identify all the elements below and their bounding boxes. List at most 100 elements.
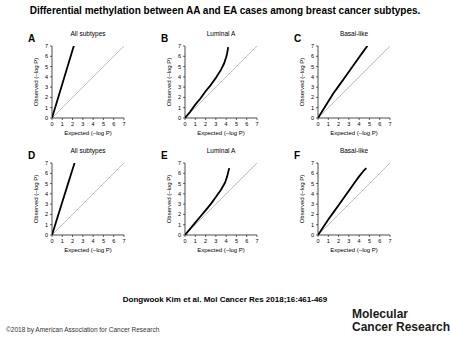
panel: BLuminal A0123456701234567Expected (–log… xyxy=(161,30,259,136)
y-tick-label: 5 xyxy=(178,181,181,187)
y-tick-label: 7 xyxy=(178,43,181,49)
y-tick xyxy=(316,46,318,47)
x-tick-label: 5 xyxy=(235,121,238,127)
x-tick xyxy=(72,118,73,120)
x-tick-label: 4 xyxy=(225,238,228,244)
y-tick-label: 2 xyxy=(45,94,48,100)
x-tick-label: 5 xyxy=(235,238,238,244)
x-tick xyxy=(390,235,391,237)
x-tick-label: 3 xyxy=(347,238,350,244)
x-tick-label: 7 xyxy=(255,121,258,127)
y-tick-label: 3 xyxy=(45,201,48,207)
y-tick-label: 7 xyxy=(311,160,314,166)
x-tick-label: 1 xyxy=(327,238,330,244)
qq-line xyxy=(318,168,366,235)
y-tick xyxy=(50,163,52,164)
y-axis-label: Observed (–log P) xyxy=(166,58,172,107)
y-axis xyxy=(185,163,186,235)
x-tick-label: 6 xyxy=(112,121,115,127)
y-tick xyxy=(50,107,52,108)
x-axis xyxy=(318,235,390,236)
y-tick-label: 6 xyxy=(178,170,181,176)
x-axis-label: Expected (–log P) xyxy=(330,247,378,253)
plot-area xyxy=(185,46,257,118)
plot-area xyxy=(52,163,124,235)
x-tick xyxy=(113,118,114,120)
y-axis-label: Observed (–log P) xyxy=(166,175,172,224)
y-tick xyxy=(50,214,52,215)
y-tick-label: 5 xyxy=(178,64,181,70)
y-tick xyxy=(316,107,318,108)
y-tick-label: 4 xyxy=(45,74,48,80)
x-tick-label: 7 xyxy=(388,238,391,244)
y-tick xyxy=(50,173,52,174)
x-tick xyxy=(379,118,380,120)
y-tick-label: 6 xyxy=(45,53,48,59)
x-tick-label: 6 xyxy=(245,121,248,127)
y-axis xyxy=(318,46,319,118)
x-tick-label: 5 xyxy=(368,238,371,244)
x-tick xyxy=(236,118,237,120)
x-tick xyxy=(348,235,349,237)
panel-letter: B xyxy=(161,33,168,44)
x-tick xyxy=(379,235,380,237)
x-tick xyxy=(103,118,104,120)
panel-title: All subtypes xyxy=(70,147,106,155)
x-tick-label: 2 xyxy=(204,121,207,127)
y-tick-label: 3 xyxy=(178,84,181,90)
y-tick-label: 0 xyxy=(45,115,48,121)
y-tick xyxy=(50,87,52,88)
x-axis-label: Expected (–log P) xyxy=(197,130,245,136)
x-tick xyxy=(93,235,94,237)
qq-line xyxy=(318,46,367,118)
x-tick xyxy=(246,235,247,237)
x-tick xyxy=(359,118,360,120)
x-tick xyxy=(328,118,329,120)
y-tick xyxy=(183,193,185,194)
y-tick xyxy=(50,76,52,77)
y-tick xyxy=(183,56,185,57)
x-tick-label: 7 xyxy=(122,238,125,244)
panel-letter: F xyxy=(294,150,300,161)
panel-title: All subtypes xyxy=(70,30,106,38)
y-tick xyxy=(183,224,185,225)
y-tick xyxy=(50,193,52,194)
y-axis-label: Observed (–log P) xyxy=(299,175,305,224)
y-axis-label: Observed (–log P) xyxy=(33,58,39,107)
x-tick xyxy=(348,118,349,120)
y-tick xyxy=(316,118,318,119)
y-tick xyxy=(183,173,185,174)
x-axis-label: Expected (–log P) xyxy=(197,247,245,253)
y-tick xyxy=(316,224,318,225)
x-tick-label: 2 xyxy=(71,238,74,244)
y-tick-label: 1 xyxy=(45,105,48,111)
x-tick xyxy=(338,118,339,120)
y-axis xyxy=(52,163,53,235)
x-tick xyxy=(236,235,237,237)
panel: FBasal-like0123456701234567Expected (–lo… xyxy=(294,147,392,253)
x-tick xyxy=(52,118,53,120)
y-tick-label: 4 xyxy=(178,74,181,80)
y-tick xyxy=(316,204,318,205)
y-tick xyxy=(316,66,318,67)
y-tick-label: 1 xyxy=(178,105,181,111)
x-tick-label: 0 xyxy=(316,238,319,244)
x-tick xyxy=(195,118,196,120)
y-tick xyxy=(183,204,185,205)
y-tick xyxy=(183,66,185,67)
x-tick xyxy=(82,235,83,237)
x-tick-label: 5 xyxy=(102,121,105,127)
y-tick-label: 1 xyxy=(45,222,48,228)
x-tick-label: 3 xyxy=(81,121,84,127)
y-tick-label: 3 xyxy=(178,201,181,207)
x-tick xyxy=(93,118,94,120)
y-tick-label: 0 xyxy=(311,232,314,238)
x-tick xyxy=(124,235,125,237)
reference-line xyxy=(52,163,124,235)
panel: ELuminal A0123456701234567Expected (–log… xyxy=(161,147,259,253)
y-tick xyxy=(183,118,185,119)
x-tick xyxy=(226,118,227,120)
x-tick xyxy=(72,235,73,237)
y-tick-label: 3 xyxy=(311,84,314,90)
y-axis xyxy=(318,163,319,235)
